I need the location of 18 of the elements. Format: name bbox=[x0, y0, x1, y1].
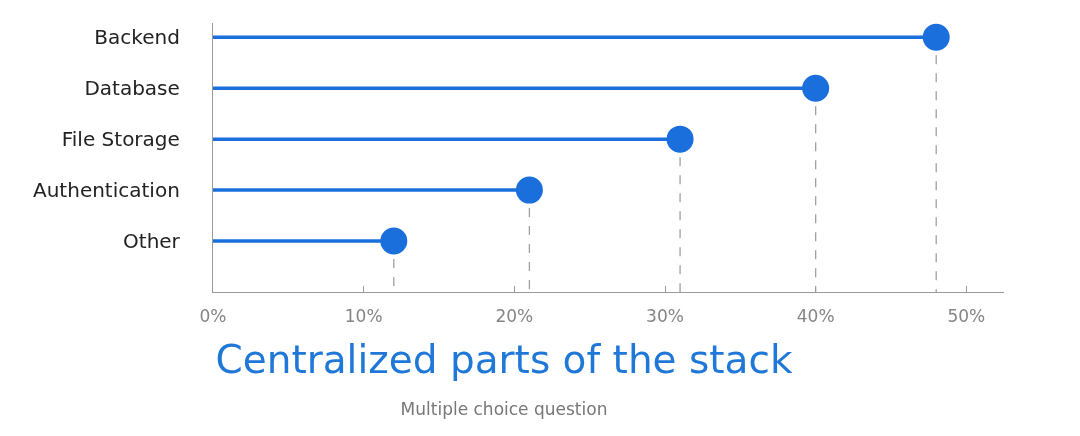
x-tick-label: 30% bbox=[646, 305, 684, 326]
y-tick-label: Backend bbox=[94, 25, 180, 50]
text: Centralized parts of the stack bbox=[215, 336, 793, 382]
point bbox=[666, 125, 694, 153]
y-tick-label: Other bbox=[123, 229, 181, 254]
y-tick-label: Database bbox=[84, 76, 180, 101]
text: Multiple choice question bbox=[400, 398, 608, 419]
x-tick-label: 50% bbox=[947, 305, 986, 326]
point bbox=[380, 227, 408, 255]
x-tick-label: 10% bbox=[344, 305, 383, 326]
y-tick-label: File Storage bbox=[61, 127, 180, 152]
x-tick-label: 0% bbox=[199, 305, 227, 326]
point bbox=[515, 176, 543, 204]
x-tick-label: 40% bbox=[796, 305, 835, 326]
point bbox=[922, 23, 950, 51]
x-tick-label: 20% bbox=[495, 305, 534, 326]
y-tick-label: Authentication bbox=[33, 178, 180, 203]
point bbox=[802, 74, 830, 102]
